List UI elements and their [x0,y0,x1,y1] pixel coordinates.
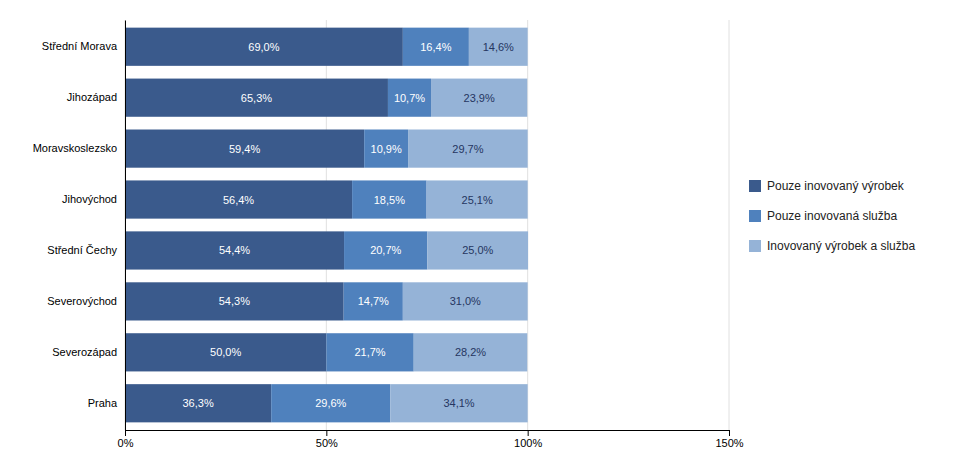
data-label: 34,1% [443,397,474,409]
bar [390,384,527,422]
tick-mark [729,430,730,436]
legend-swatch [749,180,761,192]
bar [344,231,427,269]
grid-line [527,20,528,430]
tick-label: Praha [88,397,118,409]
data-label: 56,4% [223,194,254,206]
legend-label: Pouze inovovaný výrobek [767,179,905,193]
data-label: 65,3% [241,92,272,104]
bar [427,180,528,218]
bar [427,231,528,269]
data-label: 29,6% [315,397,346,409]
data-label: 20,7% [370,244,401,256]
bar [364,130,408,168]
legend-label: Pouze inovovaná služba [767,209,897,223]
data-label: 23,9% [464,92,495,104]
grid-line [729,20,730,430]
data-label: 10,9% [371,143,402,155]
tick: 100% [514,430,542,449]
tick-label: 50% [316,437,338,449]
x-axis: 0% 50% 100% 150% [118,430,744,449]
data-labels: 69,0% 65,3% 59,4% 56,4% 54,4% 54,3% 50,0% 36,3%… [182,41,514,410]
data-label: 69,0% [248,41,279,53]
tick: Moravskoslezsko [33,142,117,154]
tick: Praha [88,397,118,409]
data-label: 25,1% [462,194,493,206]
legend: Pouze inovovaný výrobek Pouze inovovaná s… [749,179,915,253]
data-label: 29,7% [452,143,483,155]
grid-line [125,20,126,430]
data-label: 18,5% [374,194,405,206]
legend-item: Pouze inovovaná služba [749,209,897,223]
tick-label: Jihovýchod [62,193,117,205]
data-label: 54,4% [219,244,250,256]
tick: Jihovýchod [62,193,117,205]
bar [431,79,527,117]
bar [125,28,403,66]
tick: Severozápad [52,346,117,358]
tick: 0% [118,430,134,449]
bar [125,79,388,117]
tick-mark [326,430,327,436]
legend-swatch [749,240,761,252]
bar [403,28,469,66]
bar [125,180,352,218]
data-label: 16,4% [420,41,451,53]
bar [469,28,528,66]
data-label: 59,4% [229,143,260,155]
tick-label: Severovýchod [47,295,117,307]
data-label: 36,3% [182,397,213,409]
bar [352,180,426,218]
tick-label: Jihozápad [67,91,117,103]
axis-line [126,431,730,437]
chart: 69,0% 65,3% 59,4% 56,4% 54,4% 54,3% 50,0% 36,3%… [0,0,959,470]
tick: Severovýchod [47,295,117,307]
bar [388,79,431,117]
data-label: 21,7% [354,346,385,358]
tick: 150% [715,430,743,449]
data-label: 31,0% [450,295,481,307]
tick-label: Moravskoslezsko [33,142,117,154]
data-label: 10,7% [394,92,425,104]
tick-mark [125,430,126,436]
data-label: 14,7% [358,295,389,307]
data-label: 14,6% [483,41,514,53]
tick: Střední Morava [42,40,118,52]
tick: Jihozápad [67,91,117,103]
bar [403,282,528,320]
legend-item: Inovovaný výrobek a služba [749,239,915,253]
data-label: 54,3% [219,295,250,307]
legend-swatch [749,210,761,222]
tick-label: Severozápad [52,346,117,358]
bar [414,333,528,371]
bar [125,130,364,168]
tick-label: Střední Čechy [47,244,117,256]
tick: 50% [316,430,338,449]
data-label: 25,0% [462,244,493,256]
bar [125,384,271,422]
legend-item: Pouze inovovaný výrobek [749,179,905,193]
axis-line [125,21,126,431]
bar [326,333,413,371]
y-axis: Střední Morava Jihozápad Moravskoslezsko Ji… [33,21,126,431]
grid [125,20,729,430]
plot: 69,0% 65,3% 59,4% 56,4% 54,4% 54,3% 50,0% 36,3%… [33,20,744,449]
series [390,28,528,423]
tick-label: Střední Morava [42,40,118,52]
tick-label: 0% [118,437,134,449]
bars [125,28,528,423]
bar [344,282,403,320]
tick: Střední Čechy [47,244,117,256]
bar [271,384,390,422]
data-label: 28,2% [455,346,486,358]
tick-label: 150% [715,437,743,449]
legend-label: Inovovaný výrobek a služba [767,239,915,253]
tick-label: 100% [514,437,542,449]
bar [408,130,528,168]
bar [125,282,344,320]
tick-mark [528,430,529,436]
bar [125,231,344,269]
data-label: 50,0% [210,346,241,358]
bar [125,333,326,371]
